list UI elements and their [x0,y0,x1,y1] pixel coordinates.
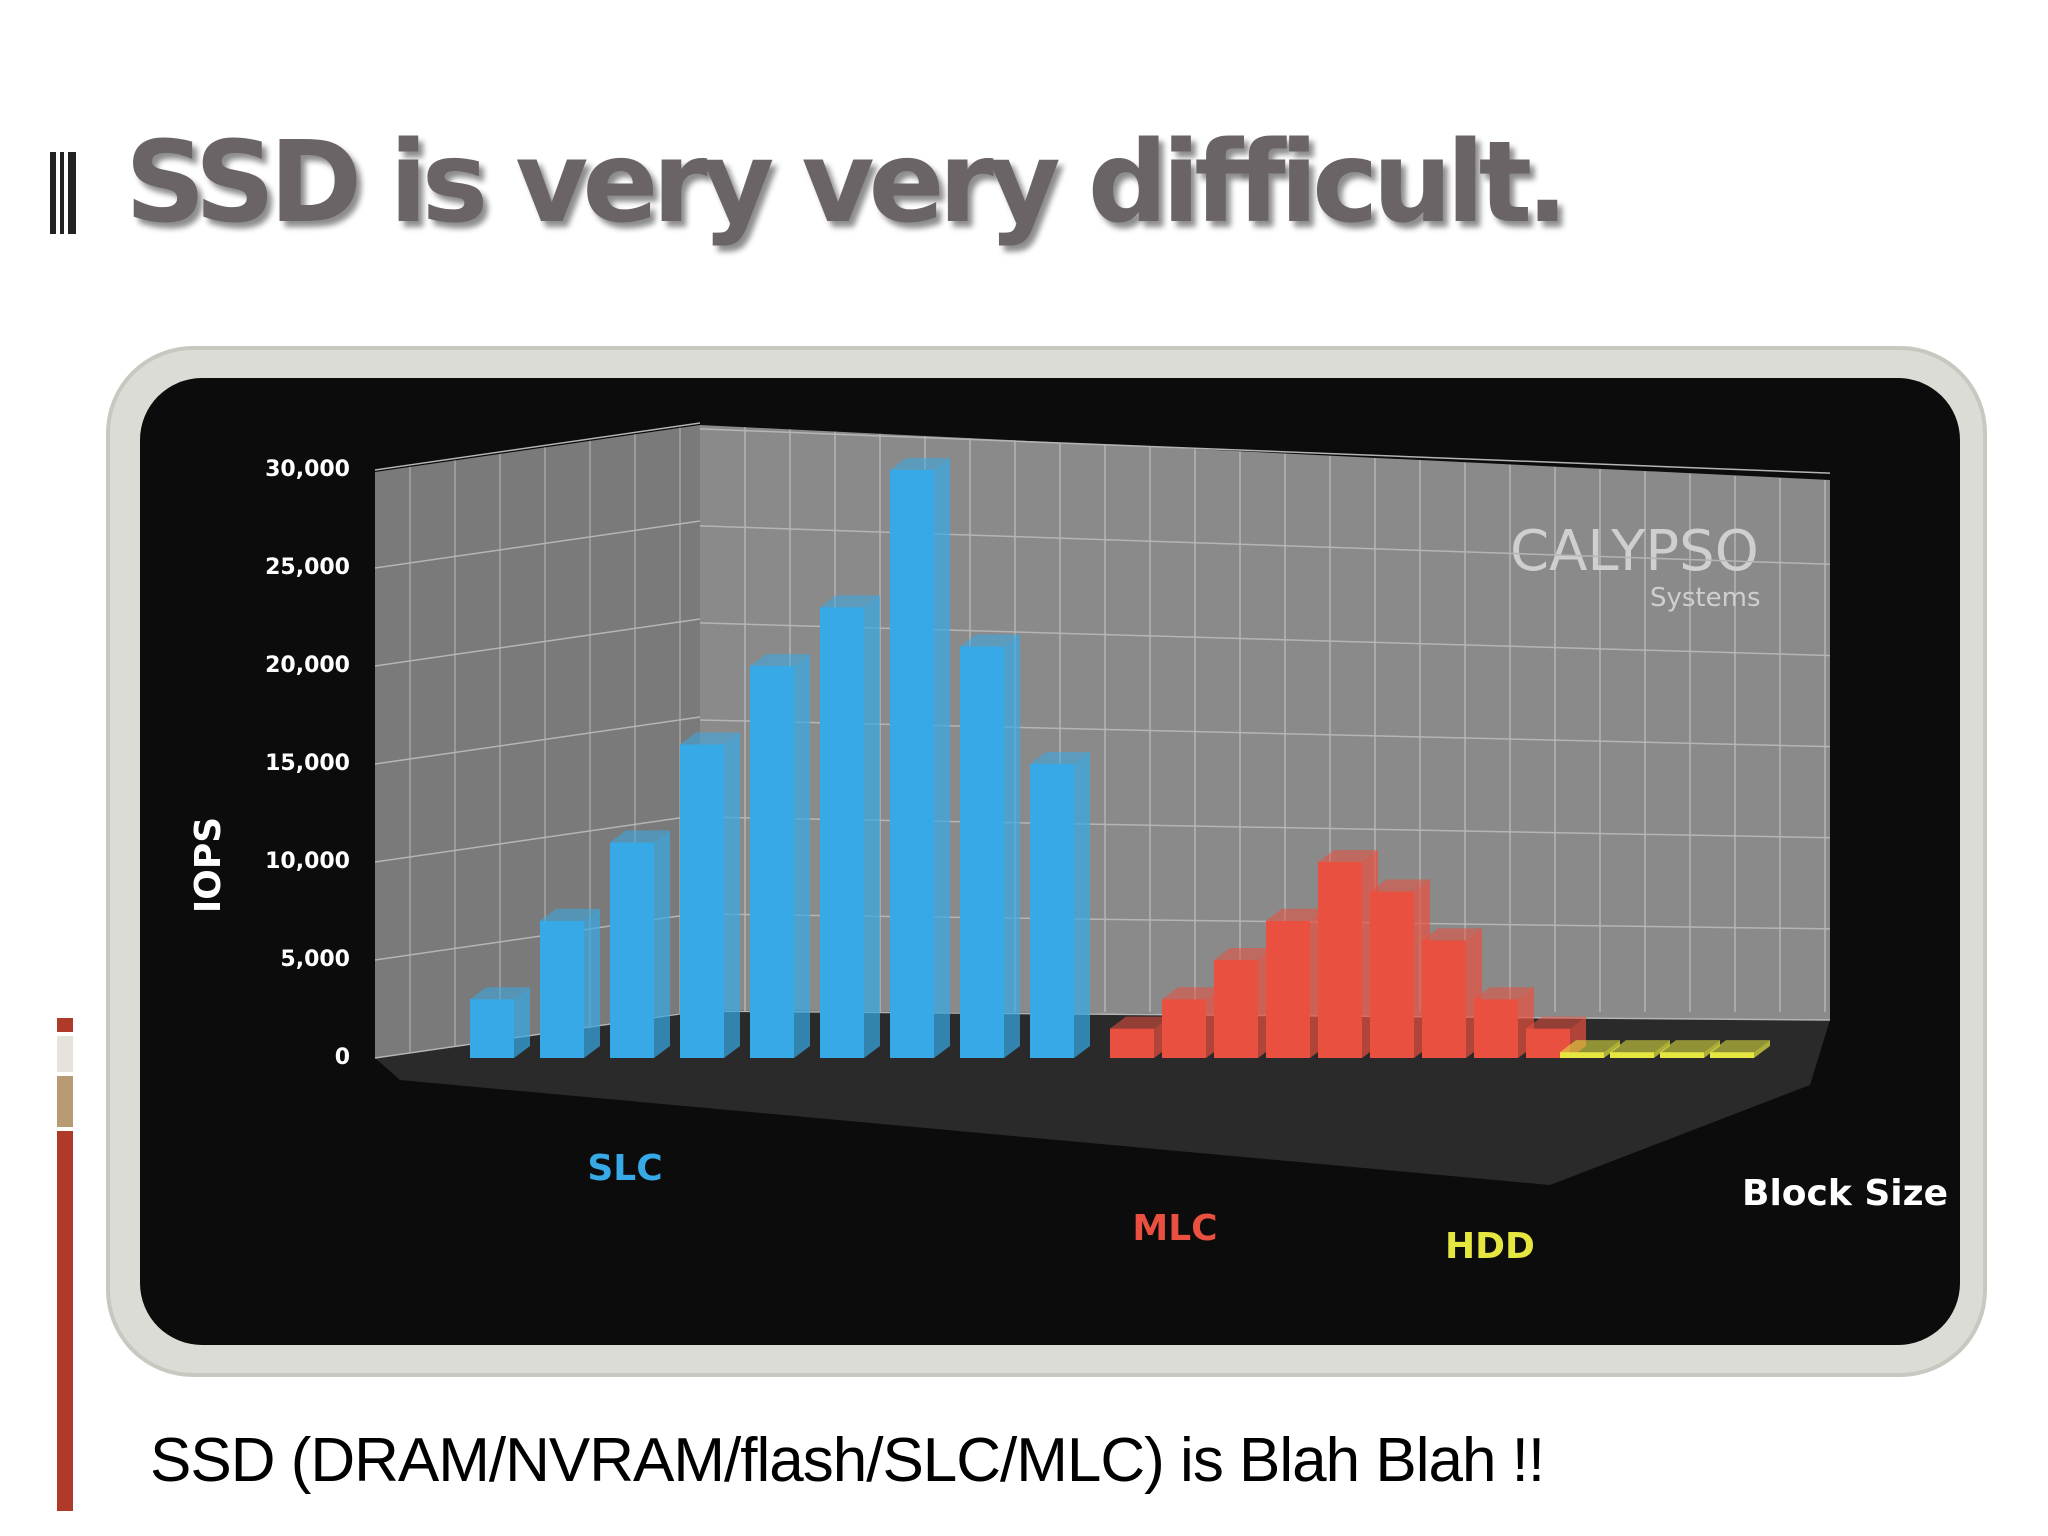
bar-top [1370,879,1430,892]
bar-top [1318,850,1378,862]
bar [1422,940,1466,1058]
bar-side [864,595,880,1058]
bar-side [724,732,740,1058]
bar-side [1754,1040,1770,1058]
bar [680,744,724,1058]
watermark: CALYPSO [1510,519,1759,584]
bar [1318,862,1362,1058]
bar [1266,920,1310,1058]
bar [1030,764,1074,1058]
bar [750,666,794,1058]
side-bar [57,1018,73,1032]
x-axis-label: Block Size [1742,1173,1948,1214]
side-bar [57,1131,73,1511]
side-bar [57,1036,73,1072]
bar-top [1214,948,1274,960]
bar-top [820,595,880,608]
legend-label: HDD [1445,1226,1535,1267]
bar [1110,1028,1154,1058]
bar-top [470,987,530,1000]
bar-side [654,830,670,1058]
bar-side [1074,752,1090,1058]
bar [1610,1052,1654,1058]
y-tick-label: 15,000 [265,751,350,776]
grid-line [374,814,701,863]
bar-side [1654,1040,1670,1058]
side-bar [57,1076,73,1127]
y-axis-label: IOPS [188,817,229,913]
bar [1162,999,1206,1058]
bar [1710,1052,1754,1058]
bar [1214,960,1258,1058]
bar [1660,1052,1704,1058]
bar-side [584,908,600,1058]
grid-line [374,422,701,471]
bar-top [960,634,1020,647]
bar-top [1474,987,1534,1000]
grid-line [374,716,701,765]
grid-line [374,618,701,667]
bar-side [794,654,810,1058]
bar-side [1704,1040,1720,1058]
grid-line [374,520,701,569]
grid-line [699,719,1831,748]
bar [610,842,654,1058]
bar-top [750,654,810,666]
bar [470,999,514,1058]
legend-label: MLC [1132,1208,1217,1249]
bar-top [1526,1016,1586,1029]
bar-top [1422,928,1482,941]
bar-top [610,830,670,843]
slide-title: SSD is very very difficult. [125,118,1569,248]
bar-top [1660,1040,1720,1053]
grid-line [699,913,1831,930]
y-tick-label: 10,000 [265,849,350,874]
caption: SSD (DRAM/NVRAM/flash/SLC/MLC) is Blah B… [150,1426,1545,1495]
grid-line [699,622,1831,657]
grid-line [699,428,1831,474]
title-marker [50,152,56,234]
bar-top [1030,752,1090,764]
bar [1370,891,1414,1058]
bar [820,607,864,1058]
bar-top [1560,1040,1620,1053]
bar-side [934,458,950,1058]
bar-top [890,458,950,470]
title-marker [68,152,76,234]
bar-top [1710,1040,1770,1053]
bar [1474,999,1518,1058]
bar-side [514,987,530,1058]
bar [890,470,934,1058]
bar-top [1266,908,1326,921]
grid-line [699,816,1831,839]
legend-label: SLC [587,1148,662,1189]
bar [960,646,1004,1058]
bar-top [1110,1016,1170,1029]
y-tick-label: 0 [335,1045,350,1070]
bar-top [1162,987,1222,1000]
watermark-sub: Systems [1650,583,1761,613]
y-tick-label: 30,000 [265,457,350,482]
y-tick-label: 25,000 [265,555,350,580]
bar-top [680,732,740,745]
bar-top [540,908,600,921]
y-tick-label: 20,000 [265,653,350,678]
grid-line [699,525,1831,566]
bar-side [1004,634,1020,1058]
bar [540,920,584,1058]
title-marker [60,152,64,234]
bar [1560,1052,1604,1058]
bar-side [1604,1040,1620,1058]
y-tick-label: 5,000 [280,947,350,972]
bar-top [1610,1040,1670,1053]
